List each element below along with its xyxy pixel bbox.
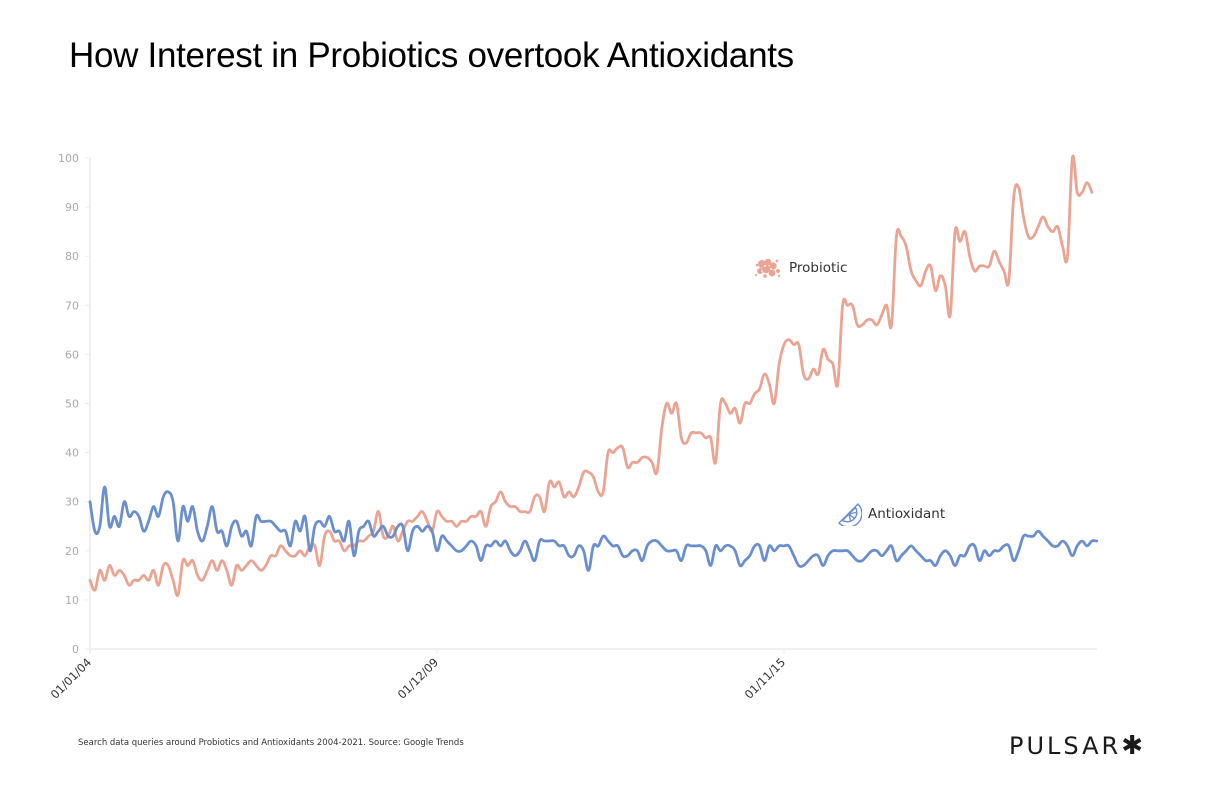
y-tick-label: 10	[65, 594, 79, 607]
series-line-probiotic	[88, 154, 1094, 597]
legend-antioxidant: Antioxidant	[836, 502, 945, 526]
logo-text: PULSAR	[1009, 732, 1122, 760]
citrus-slice-icon	[838, 503, 862, 526]
y-tick-label: 0	[72, 643, 79, 656]
legend-probiotic: Probiotic	[753, 256, 847, 280]
x-tick-label: 01/11/15	[742, 655, 788, 701]
legend-antioxidant-label: Antioxidant	[868, 506, 946, 522]
y-tick-label: 20	[65, 545, 79, 558]
x-tick-label: 01/12/09	[395, 655, 441, 701]
y-tick-label: 40	[65, 447, 79, 460]
chart-title: How Interest in Probiotics overtook Anti…	[69, 36, 794, 75]
y-tick-label: 70	[65, 299, 79, 312]
asterisk-icon: ✱	[1121, 731, 1143, 761]
bacteria-icon	[754, 258, 781, 278]
series-layer	[88, 154, 1099, 597]
y-axis: 0 10 20 30 40 50 60 70 80 90 100	[58, 152, 91, 656]
x-axis: 01/01/04 01/12/09 01/11/15	[48, 648, 1097, 702]
pulsar-logo: PULSAR✱	[1009, 731, 1143, 761]
y-tick-label: 90	[65, 201, 79, 214]
legend-probiotic-label: Probiotic	[789, 260, 848, 276]
y-tick-label: 100	[58, 152, 79, 165]
series-line-antioxidant	[88, 485, 1099, 572]
y-tick-label: 80	[65, 250, 79, 263]
x-tick-label: 01/01/04	[48, 655, 94, 701]
y-tick-label: 60	[65, 348, 79, 361]
source-note: Search data queries around Probiotics an…	[78, 738, 464, 748]
y-tick-label: 30	[65, 496, 79, 509]
y-tick-label: 50	[65, 398, 79, 411]
